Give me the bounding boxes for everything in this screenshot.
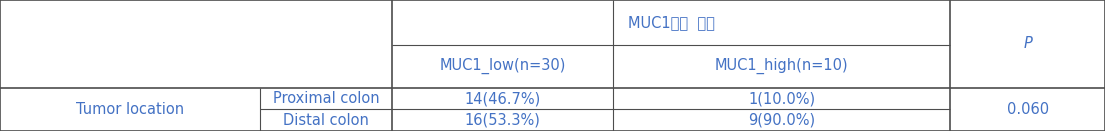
Text: 9(90.0%): 9(90.0%) xyxy=(748,113,815,128)
Text: MUC1발현  정도: MUC1발현 정도 xyxy=(628,15,715,30)
Text: MUC1_high(n=10): MUC1_high(n=10) xyxy=(715,58,849,74)
Text: 1(10.0%): 1(10.0%) xyxy=(748,91,815,106)
Text: P: P xyxy=(1023,36,1032,51)
Text: 0.060: 0.060 xyxy=(1007,102,1049,117)
Text: MUC1_low(n=30): MUC1_low(n=30) xyxy=(440,58,566,74)
Text: 14(46.7%): 14(46.7%) xyxy=(464,91,541,106)
Text: Tumor location: Tumor location xyxy=(76,102,183,117)
Text: Proximal colon: Proximal colon xyxy=(273,91,379,106)
Text: 16(53.3%): 16(53.3%) xyxy=(465,113,540,128)
Text: Distal colon: Distal colon xyxy=(283,113,369,128)
